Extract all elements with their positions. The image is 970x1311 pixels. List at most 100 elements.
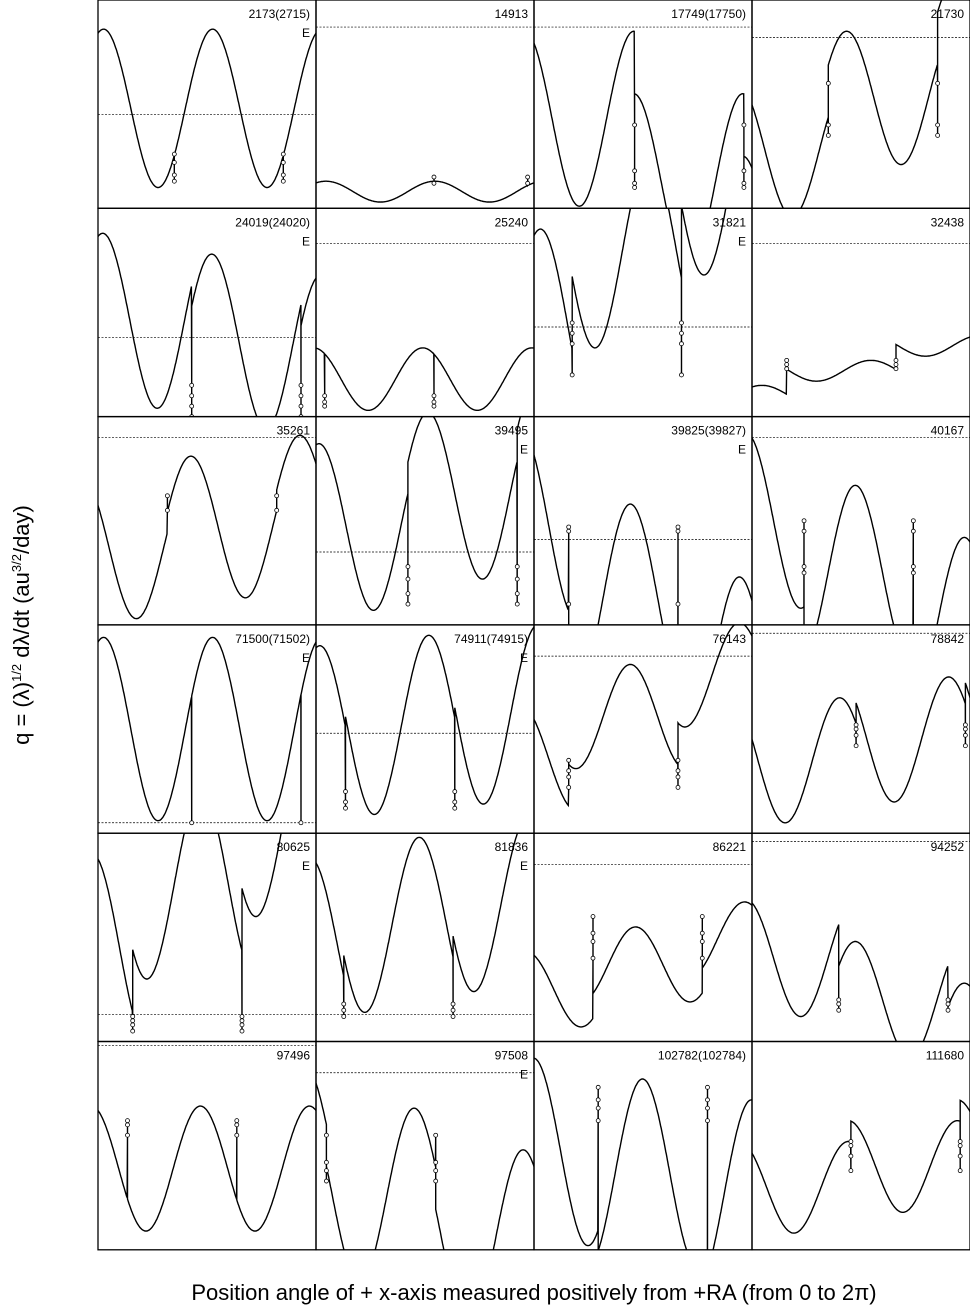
data-point xyxy=(125,1122,130,1128)
data-point xyxy=(566,601,572,607)
data-point xyxy=(130,1028,136,1034)
data-point xyxy=(322,399,328,405)
data-point xyxy=(341,1007,347,1013)
panel-frame xyxy=(315,0,535,209)
data-point xyxy=(590,939,596,944)
data-point xyxy=(171,160,177,165)
panel-18: 81836 E xyxy=(315,832,535,1043)
data-point xyxy=(836,997,842,1003)
data-point xyxy=(452,799,458,805)
series-curve xyxy=(316,626,534,816)
data-point xyxy=(566,528,572,534)
panel-label: 78842 xyxy=(931,632,965,646)
data-point xyxy=(632,180,638,186)
panel-flag: E xyxy=(302,234,310,248)
panel-20: 94252 xyxy=(751,832,970,1043)
data-point xyxy=(935,132,941,138)
panel-label: 14913 xyxy=(495,7,529,21)
data-point xyxy=(189,382,195,388)
data-point xyxy=(405,601,411,607)
series-curve xyxy=(98,434,316,620)
data-point xyxy=(848,1143,854,1149)
panel-5: 24019(24020) E xyxy=(97,207,317,418)
data-point xyxy=(566,524,572,530)
data-point xyxy=(234,1132,240,1138)
data-point xyxy=(741,122,747,128)
data-point xyxy=(566,774,572,780)
data-point xyxy=(171,151,177,157)
panel-flag: E xyxy=(520,443,528,457)
data-point xyxy=(910,570,916,576)
data-point xyxy=(431,399,437,405)
data-point xyxy=(632,185,638,190)
data-point xyxy=(433,1159,439,1165)
data-point xyxy=(935,80,941,86)
series-curve xyxy=(98,636,316,823)
data-point xyxy=(189,393,195,399)
data-point xyxy=(341,1014,347,1019)
data-point xyxy=(836,1001,842,1007)
panel-label: 24019(24020) xyxy=(235,215,310,229)
panel-12: 40167 xyxy=(751,415,970,626)
data-point xyxy=(595,1084,601,1090)
data-point xyxy=(569,320,575,326)
series-curve xyxy=(98,232,316,417)
panel-label: 21730 xyxy=(931,7,965,21)
data-point xyxy=(595,1118,601,1124)
data-point xyxy=(514,601,520,607)
panel-22: 97508 E xyxy=(315,1040,535,1251)
data-point xyxy=(699,930,705,936)
data-point xyxy=(343,799,348,805)
data-point xyxy=(675,524,681,530)
panel-flag: E xyxy=(738,443,746,457)
panel-flag: E xyxy=(520,651,528,665)
data-point xyxy=(853,722,859,728)
data-point xyxy=(130,1014,136,1019)
data-point xyxy=(595,1097,601,1103)
data-point xyxy=(450,1001,456,1007)
data-point xyxy=(569,341,575,347)
data-point xyxy=(431,403,437,409)
panel-frame xyxy=(751,207,970,418)
panel-frame xyxy=(533,415,753,626)
data-point xyxy=(699,955,705,961)
data-point xyxy=(784,362,790,367)
panel-7: 31821 E xyxy=(533,207,753,418)
data-point xyxy=(910,528,916,534)
data-point xyxy=(569,330,575,336)
panel-16: 78842 xyxy=(751,624,970,834)
data-point xyxy=(450,1014,456,1019)
data-point xyxy=(343,789,348,794)
data-point xyxy=(801,564,807,569)
panel-frame xyxy=(97,207,317,418)
panel-label: 81836 xyxy=(495,840,529,854)
data-point xyxy=(679,341,684,347)
data-point xyxy=(130,1022,136,1028)
data-point xyxy=(910,518,916,524)
data-point xyxy=(679,330,684,336)
data-point xyxy=(324,1168,329,1174)
data-point xyxy=(452,789,458,794)
data-point xyxy=(945,1007,951,1013)
series-curve xyxy=(752,1099,970,1234)
panel-label: 31821 xyxy=(713,215,747,229)
panel-2: 14913 xyxy=(315,0,535,209)
data-point xyxy=(590,914,596,919)
data-point xyxy=(741,168,747,174)
panel-flag: E xyxy=(302,859,310,873)
data-point xyxy=(853,732,859,738)
data-point xyxy=(280,178,286,184)
panel-label: 97496 xyxy=(277,1049,311,1063)
panel-flag: E xyxy=(302,26,310,40)
data-point xyxy=(431,180,437,186)
data-point xyxy=(848,1139,854,1144)
panel-label: 2173(2715) xyxy=(249,7,310,21)
panel-8: 32438 xyxy=(751,207,970,418)
data-point xyxy=(675,528,681,534)
data-point xyxy=(171,172,177,178)
data-point xyxy=(836,1007,842,1013)
panel-frame xyxy=(97,415,317,626)
data-point xyxy=(514,576,520,582)
panel-13: 71500(71502) E xyxy=(97,624,317,834)
data-point xyxy=(433,1132,439,1138)
